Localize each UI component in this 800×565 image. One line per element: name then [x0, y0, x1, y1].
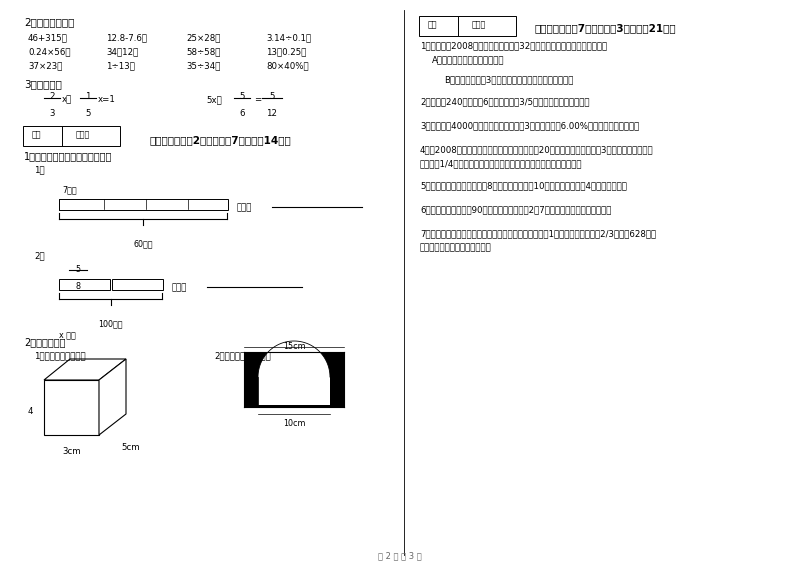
Text: 5: 5 — [270, 92, 274, 101]
Text: 1÷13＝: 1÷13＝ — [106, 61, 135, 70]
Text: x－: x－ — [62, 95, 72, 104]
Text: 4: 4 — [27, 407, 33, 416]
Text: 5．一项工作任务，甲单独做8天完成，乙单独做10天完成，两人合作4天后还剩多少？: 5．一项工作任务，甲单独做8天完成，乙单独做10天完成，两人合作4天后还剩多少？ — [420, 181, 627, 190]
Text: 1: 1 — [86, 92, 90, 101]
Text: x=1: x=1 — [98, 95, 116, 104]
FancyBboxPatch shape — [458, 16, 516, 36]
Text: 六、应用题（共7小题，每题3分，共计21分）: 六、应用题（共7小题，每题3分，共计21分） — [534, 23, 676, 33]
Text: 1．如果参加2008年奥运会的足球队有32支，自始至终用淘汰制进行比赛。: 1．如果参加2008年奥运会的足球队有32支，自始至终用淘汰制进行比赛。 — [420, 41, 607, 50]
Text: 4．迎2008年奥运，完成一项工程，甲队单独做20天完成，乙队单独做要3完成，甲队先于了这: 4．迎2008年奥运，完成一项工程，甲队单独做20天完成，乙队单独做要3完成，甲… — [420, 145, 654, 154]
Text: 5: 5 — [86, 109, 90, 118]
Text: 评卷人: 评卷人 — [76, 130, 90, 139]
Text: 10cm: 10cm — [282, 419, 306, 428]
Text: A．全部比赛一共需要多少场？: A．全部比赛一共需要多少场？ — [432, 55, 505, 64]
Text: 3.14÷0.1＝: 3.14÷0.1＝ — [266, 33, 311, 42]
Text: =: = — [254, 95, 262, 104]
Text: 5cm: 5cm — [121, 443, 140, 452]
Text: 58÷58＝: 58÷58＝ — [186, 47, 220, 56]
Text: B．如果每天安排3场比赛，全部比赛大约需要多少天？: B．如果每天安排3场比赛，全部比赛大约需要多少天？ — [444, 75, 574, 84]
Text: 求这个油桶的高。（列方程解）: 求这个油桶的高。（列方程解） — [420, 243, 492, 252]
Polygon shape — [44, 359, 126, 380]
Polygon shape — [258, 377, 330, 405]
FancyBboxPatch shape — [23, 126, 63, 146]
Text: 7千克: 7千克 — [62, 185, 77, 194]
Text: x 千米: x 千米 — [59, 331, 76, 340]
Text: 2．一本书240页，小明6天看了全书的3/5，他平均每天看多少页？: 2．一本书240页，小明6天看了全书的3/5，他平均每天看多少页？ — [420, 97, 590, 106]
Text: 1．: 1． — [34, 165, 45, 174]
Text: 100千米: 100千米 — [98, 319, 122, 328]
FancyBboxPatch shape — [58, 198, 87, 210]
Text: 12: 12 — [266, 109, 278, 118]
Text: 37×23＝: 37×23＝ — [28, 61, 62, 70]
Text: 46+315＝: 46+315＝ — [28, 33, 68, 42]
FancyBboxPatch shape — [58, 198, 227, 210]
Text: 五、综合题（共2小题，每题7分，共计14分）: 五、综合题（共2小题，每题7分，共计14分） — [149, 135, 291, 145]
FancyBboxPatch shape — [419, 16, 459, 36]
Text: 评卷人: 评卷人 — [472, 20, 486, 29]
Text: 1．看图列算式成方程，不计算：: 1．看图列算式成方程，不计算： — [24, 151, 112, 161]
Text: 1．求表面积和体积。: 1．求表面积和体积。 — [34, 351, 86, 360]
Text: 2．求阴影部分的面积。: 2．求阴影部分的面积。 — [214, 351, 270, 360]
Text: 15cm: 15cm — [282, 342, 306, 351]
Text: 13－0.25＝: 13－0.25＝ — [266, 47, 306, 56]
Text: 项工程的1/4后，乙队又加入施工，两队合作了多少天完成这项工程？: 项工程的1/4后，乙队又加入施工，两队合作了多少天完成这项工程？ — [420, 159, 582, 168]
Text: 3．解方程。: 3．解方程。 — [24, 79, 62, 89]
Text: 列式：: 列式： — [237, 203, 252, 212]
Text: 7．一个装满汽油的圆柱形油桶，从里面量，底面半径为1米，如用去这桶油的2/3后还剩628升，: 7．一个装满汽油的圆柱形油桶，从里面量，底面半径为1米，如用去这桶油的2/3后还… — [420, 229, 656, 238]
Text: 3: 3 — [50, 109, 54, 118]
Text: 25×28＝: 25×28＝ — [186, 33, 220, 42]
Text: 3cm: 3cm — [62, 447, 82, 456]
FancyBboxPatch shape — [62, 126, 120, 146]
Text: 0.24×56＝: 0.24×56＝ — [28, 47, 70, 56]
Text: 2: 2 — [50, 92, 54, 101]
Text: 60千克: 60千克 — [134, 239, 153, 248]
Text: 2．: 2． — [34, 251, 45, 260]
Text: 34＋12＝: 34＋12＝ — [106, 47, 138, 56]
Text: 2．直接写得数。: 2．直接写得数。 — [24, 17, 74, 27]
Polygon shape — [244, 352, 344, 407]
Text: 第 2 页 共 3 页: 第 2 页 共 3 页 — [378, 551, 422, 560]
Text: 5x－: 5x－ — [206, 95, 222, 104]
Text: 得分: 得分 — [428, 20, 438, 29]
Text: 2．看图计算。: 2．看图计算。 — [24, 337, 66, 347]
Text: 5: 5 — [75, 265, 81, 274]
Text: 35÷34＝: 35÷34＝ — [186, 61, 220, 70]
Text: 3．王叔叔把4000元存入银行，整存整存3年，年利率为6.00%，到期有利息多少元？: 3．王叔叔把4000元存入银行，整存整存3年，年利率为6.00%，到期有利息多少… — [420, 121, 639, 130]
FancyBboxPatch shape — [111, 279, 162, 289]
FancyBboxPatch shape — [58, 279, 110, 289]
Text: 得分: 得分 — [32, 130, 42, 139]
Polygon shape — [99, 359, 126, 435]
Text: 8: 8 — [75, 282, 81, 291]
Polygon shape — [44, 380, 99, 435]
Polygon shape — [258, 341, 330, 377]
Text: 6．一长方形，周长为90里米，长和宽的比是2：7，这个长方形的面积是多少？: 6．一长方形，周长为90里米，长和宽的比是2：7，这个长方形的面积是多少？ — [420, 205, 611, 214]
Text: 列式：: 列式： — [172, 283, 187, 292]
Text: 6: 6 — [239, 109, 245, 118]
Text: 12.8-7.6＝: 12.8-7.6＝ — [106, 33, 147, 42]
Text: 80×40%＝: 80×40%＝ — [266, 61, 309, 70]
Text: 5: 5 — [239, 92, 245, 101]
